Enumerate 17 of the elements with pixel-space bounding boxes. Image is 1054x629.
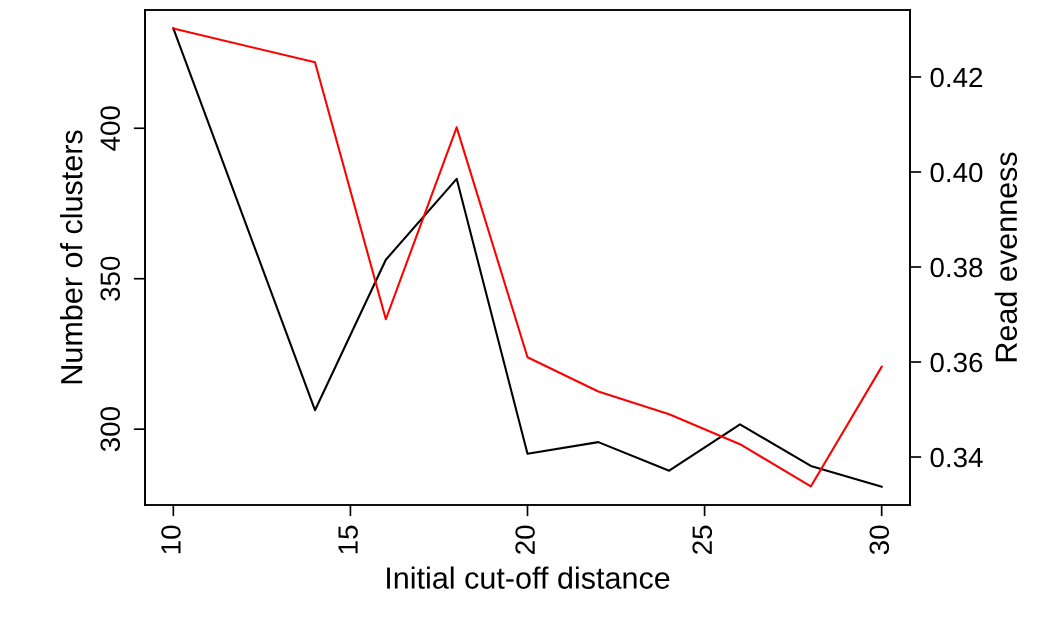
y2-axis-title: Read evenness — [994, 152, 1018, 362]
y-tick-label: 350 — [100, 256, 121, 301]
y2-tick-label: 0.38 — [930, 257, 983, 278]
x-axis-title: Initial cut-off distance — [387, 566, 670, 589]
y-tick-label: 300 — [100, 407, 121, 452]
y2-tick-label: 0.36 — [930, 352, 983, 373]
y-axis-title: Number of clusters — [60, 130, 83, 384]
y2-tick-label: 0.42 — [930, 67, 983, 88]
line-series — [172, 27, 883, 488]
x-tick-label: 10 — [161, 525, 181, 554]
y2-tick-label: 0.40 — [930, 162, 983, 183]
y2-tick-label: 0.34 — [930, 447, 983, 468]
y-tick-label: 400 — [100, 106, 121, 151]
x-tick-label: 25 — [692, 525, 713, 554]
x-tick-label: 30 — [869, 525, 890, 555]
x-tick-label: 20 — [515, 525, 535, 554]
x-tick-label: 15 — [338, 525, 358, 554]
